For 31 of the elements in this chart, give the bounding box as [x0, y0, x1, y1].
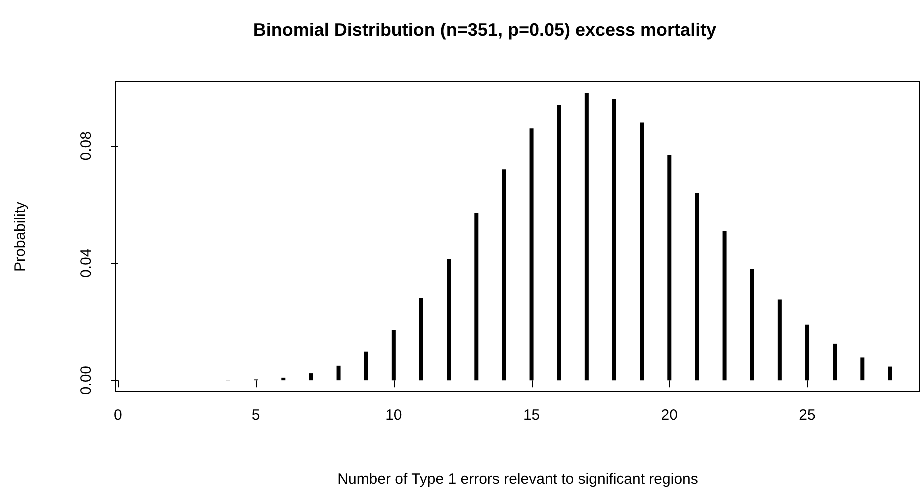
bar: [860, 358, 865, 381]
y-tick-label: 0.04: [78, 248, 95, 278]
bar: [612, 99, 616, 381]
bar: [722, 231, 727, 381]
x-tick-label: 5: [252, 407, 260, 424]
y-axis-title: Probability: [12, 201, 29, 272]
bar: [778, 300, 782, 381]
x-axis-title: Number of Type 1 errors relevant to significant regions: [338, 471, 698, 488]
bar: [640, 122, 644, 381]
bar: [447, 258, 452, 381]
bar: [888, 366, 892, 381]
bar: [474, 214, 479, 381]
bar: [309, 374, 314, 381]
bar: [336, 366, 341, 381]
bar: [420, 298, 424, 381]
bar: [364, 352, 368, 381]
bar: [557, 105, 562, 381]
bar: [833, 344, 838, 381]
bar: [695, 193, 700, 381]
x-tick-label: 20: [661, 407, 678, 424]
bar: [584, 93, 589, 381]
x-tick-label: 10: [386, 407, 402, 424]
bar: [502, 170, 506, 381]
chart-title: Binomial Distribution (n=351, p=0.05) excess mortality: [253, 20, 717, 40]
x-tick-label: 0: [114, 407, 122, 424]
y-tick-label: 0.00: [78, 366, 95, 396]
x-tick-label: 25: [799, 407, 816, 424]
x-tick-label: 15: [523, 407, 540, 424]
y-tick-label: 0.08: [78, 132, 95, 161]
bar: [282, 378, 286, 381]
bar: [750, 269, 754, 381]
